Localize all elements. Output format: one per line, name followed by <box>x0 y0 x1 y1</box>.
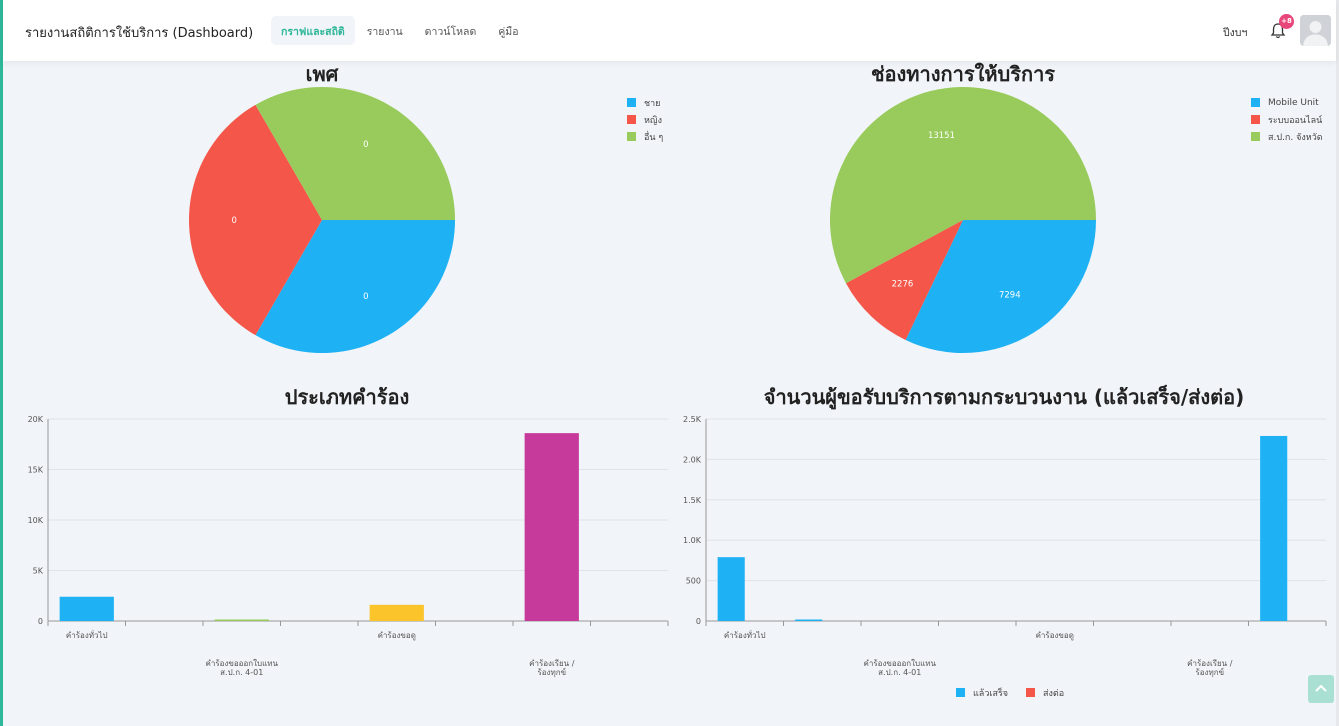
pie-data-label: 13151 <box>928 131 955 141</box>
bar[interactable] <box>59 596 114 621</box>
pie-slice[interactable] <box>830 86 1096 284</box>
chart-title-request-type: ประเภทคำร้อง <box>284 385 410 409</box>
pie-data-label: 0 <box>363 292 368 302</box>
legend-label: แล้วเสร็จ <box>973 688 1009 699</box>
pie-slice[interactable] <box>905 220 1096 353</box>
x-tick-label: ร้องทุกข์ <box>537 667 566 677</box>
chart-title-process: จำนวนผู้ขอรับบริการตามกระบวนงาน (แล้วเสร… <box>763 385 1245 409</box>
x-tick-label: คำร้องขอออกใบแทน <box>206 659 279 668</box>
app-title: รายงานสถิติการใช้บริการ (Dashboard) <box>25 26 254 41</box>
x-tick-label: คำร้องขอออกใบแทน <box>864 659 937 668</box>
pie-data-label: 2276 <box>892 280 914 290</box>
bar[interactable] <box>369 604 424 621</box>
bar[interactable] <box>214 619 269 621</box>
pie-data-label: 7294 <box>999 290 1021 300</box>
legend-item-completed[interactable]: แล้วเสร็จ <box>956 684 1008 701</box>
y-tick-label: 0 <box>696 617 701 626</box>
legend-swatch <box>627 98 636 107</box>
legend-process: แล้วเสร็จ ส่งต่อ <box>956 684 1064 701</box>
pie-data-label: 0 <box>232 216 237 226</box>
legend-item-online[interactable]: ระบบออนไลน์ <box>1251 111 1323 128</box>
y-tick-label: 1.0K <box>683 536 702 545</box>
legend-label: Mobile Unit <box>1268 97 1319 108</box>
x-tick-label: ส.ป.ก. 4-01 <box>878 668 921 677</box>
y-tick-label: 0 <box>38 617 43 626</box>
x-tick-label: คำร้องขอดู <box>378 631 416 641</box>
legend-item-forwarded[interactable]: ส่งต่อ <box>1026 684 1064 701</box>
legend-swatch <box>627 132 636 141</box>
legend-label: หญิง <box>644 115 662 126</box>
main-nav: กราฟและสถิติ รายงาน ดาวน์โหลด คู่มือ <box>271 16 531 45</box>
legend-gender: ชาย หญิง อื่น ๆ <box>627 94 663 145</box>
legend-swatch <box>1026 688 1036 697</box>
fiscal-year-selector[interactable]: ปีงบฯ <box>1223 27 1248 39</box>
y-tick-label: 20K <box>28 415 44 424</box>
legend-swatch <box>956 688 965 697</box>
x-tick-label: คำร้องทั่วไป <box>66 629 108 640</box>
pie-slice[interactable] <box>189 104 322 336</box>
pie-chart-channel: 7294 2276 13151 <box>830 86 1096 353</box>
legend-label: ชาย <box>644 98 661 109</box>
arrow-up-icon <box>1315 684 1327 692</box>
left-accent-bar <box>0 0 3 726</box>
y-tick-label: 2.0K <box>683 455 702 464</box>
bar[interactable] <box>1260 435 1288 621</box>
pie-slice[interactable] <box>255 220 456 353</box>
x-tick-label: ร้องทุกข์ <box>1195 667 1224 677</box>
pie-chart-gender: 0 0 0 <box>189 87 456 353</box>
legend-label: อื่น ๆ <box>644 132 664 143</box>
chart-title-channel: ช่องทางการให้บริการ <box>870 62 1056 86</box>
pie-slice[interactable] <box>845 220 963 340</box>
bar-chart-request-type: 0 5K 10K 15K 20K คำร้องทั่วไปคำร้องขอออกใบแทน… <box>28 415 669 677</box>
legend-item-female[interactable]: หญิง <box>627 111 663 128</box>
x-tick-label: คำร้องขอดู <box>1036 631 1074 641</box>
legend-item-male[interactable]: ชาย <box>627 94 663 111</box>
notification-badge: +8 <box>1279 14 1294 29</box>
nav-tab-charts[interactable]: กราฟและสถิติ <box>271 16 355 45</box>
page-scrollbar[interactable] <box>1336 0 1339 726</box>
x-tick-label: คำร้องทั่วไป <box>724 629 766 640</box>
y-tick-label: 500 <box>686 577 701 586</box>
legend-swatch <box>1251 98 1260 107</box>
x-tick-label: คำร้องเรียน / <box>1187 659 1233 668</box>
bar[interactable] <box>795 619 823 622</box>
legend-swatch <box>1251 115 1260 124</box>
scroll-to-top-button[interactable] <box>1308 675 1334 703</box>
y-tick-label: 10K <box>28 516 44 525</box>
pie-data-label: 0 <box>363 140 368 150</box>
legend-channel: Mobile Unit ระบบออนไลน์ ส.ป.ก. จังหวัด <box>1251 94 1323 145</box>
chart-title-gender: เพศ <box>305 62 339 86</box>
legend-label: ส.ป.ก. จังหวัด <box>1268 132 1323 143</box>
x-tick-label: คำร้องเรียน / <box>529 659 575 668</box>
y-tick-label: 5K <box>33 567 44 576</box>
legend-label: ส่งต่อ <box>1043 688 1065 699</box>
x-tick-label: ส.ป.ก. 4-01 <box>220 668 263 677</box>
bar[interactable] <box>717 557 745 621</box>
legend-item-mobile-unit[interactable]: Mobile Unit <box>1251 94 1323 111</box>
bar-chart-process: 05001.0K1.5K2.0K2.5Kคำร้องทั่วไปคำร้องขอ… <box>683 415 1327 677</box>
pie-slice[interactable] <box>255 87 456 220</box>
legend-swatch <box>627 115 636 124</box>
bar[interactable] <box>524 433 579 621</box>
legend-item-other[interactable]: อื่น ๆ <box>627 128 663 145</box>
y-tick-label: 1.5K <box>683 496 702 505</box>
nav-tab-download[interactable]: ดาวน์โหลด <box>424 26 477 38</box>
nav-tab-reports[interactable]: รายงาน <box>366 26 403 38</box>
user-avatar-icon[interactable] <box>1300 15 1331 46</box>
legend-swatch <box>1251 132 1260 141</box>
y-tick-label: 2.5K <box>683 415 702 424</box>
y-tick-label: 15K <box>28 466 44 475</box>
top-navbar: รายงานสถิติการใช้บริการ (Dashboard) กราฟ… <box>3 0 1336 61</box>
legend-label: ระบบออนไลน์ <box>1268 115 1323 126</box>
nav-tab-manual[interactable]: คู่มือ <box>498 26 519 38</box>
legend-item-province[interactable]: ส.ป.ก. จังหวัด <box>1251 128 1323 145</box>
